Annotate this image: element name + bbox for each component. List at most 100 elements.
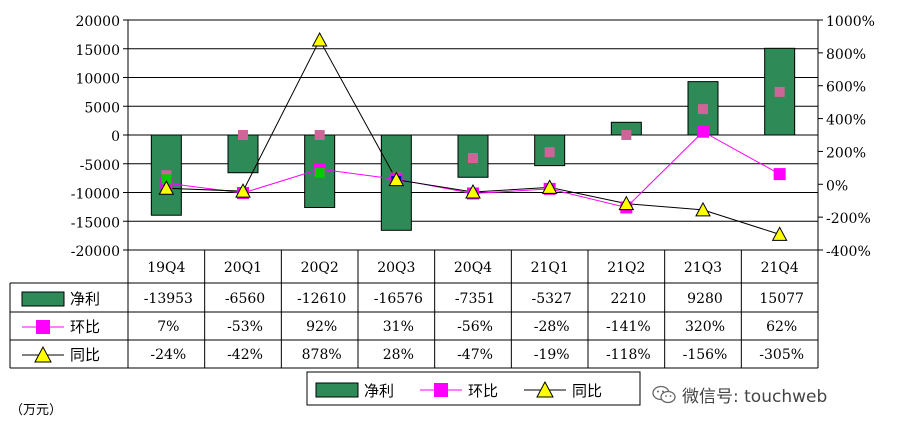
right-tick-label: 400%	[826, 113, 866, 129]
category-label: 21Q1	[531, 260, 569, 276]
right-tick-label: 1000%	[826, 14, 875, 30]
yoy-marker-21Q1	[541, 179, 558, 194]
yoy-marker-20Q2	[311, 31, 328, 47]
table-cell: -5327	[531, 291, 571, 307]
table-cell: 62%	[766, 319, 797, 335]
legend-box	[306, 371, 641, 406]
table-key-marker-环比	[36, 320, 50, 334]
table-cell: 15077	[759, 291, 804, 307]
table-cell: -53%	[227, 319, 263, 335]
table-cell: -16576	[374, 291, 423, 307]
left-axis-ticks: 20000 15000 10000 5000 0 -5000 -10000 -15000 -20…	[71, 14, 128, 260]
table-cell: -12610	[297, 291, 346, 307]
table-cell: 320%	[685, 319, 725, 335]
legend-label: 净利	[364, 382, 394, 400]
table-cell: 9280	[687, 291, 723, 307]
yoy-marker-19Q4	[158, 180, 175, 195]
table-cell: -13953	[144, 291, 193, 307]
right-tick-label: 0%	[826, 178, 848, 194]
right-axis-ticks: 1000% 800% 600% 400% 200% 0% -200% -400%	[818, 14, 875, 260]
yoy-marker-21Q3	[695, 201, 711, 217]
bars	[150, 47, 796, 231]
right-tick-label: -200%	[826, 211, 871, 227]
table-cell: -156%	[683, 347, 728, 363]
left-tick-label: 15000	[75, 43, 120, 59]
left-tick-label: 20000	[75, 14, 120, 30]
yoy-marker-21Q4	[771, 226, 788, 241]
legend-label: 同比	[572, 382, 602, 400]
table-cell: -42%	[227, 347, 263, 363]
category-label: 19Q4	[147, 260, 185, 276]
mom-marker-21Q4	[773, 168, 786, 181]
right-tick-label: 600%	[826, 80, 866, 96]
series-markers	[158, 31, 788, 241]
wechat-icon	[652, 385, 676, 403]
table-cell: 878%	[302, 347, 342, 363]
left-tick-label: -5000	[80, 158, 120, 174]
category-label: 20Q2	[301, 260, 339, 276]
left-tick-label: 0	[111, 129, 120, 145]
table-cell: -7351	[455, 291, 495, 307]
unit-label: （万元）	[10, 403, 63, 418]
stray-marker-20Q2	[314, 167, 325, 178]
yoy-marker-20Q1	[235, 183, 251, 198]
pink-marker-20Q4	[468, 153, 478, 163]
left-tick-label: 5000	[84, 100, 120, 116]
left-tick-label: -10000	[71, 187, 120, 203]
mom-marker-21Q3	[697, 125, 709, 138]
table-cell: -28%	[534, 319, 570, 335]
pink-marker-20Q2	[314, 130, 325, 140]
table-cell: -24%	[150, 347, 186, 363]
right-tick-label: -400%	[826, 244, 871, 260]
table-row-label: 环比	[70, 318, 100, 336]
pink-marker-20Q1	[238, 130, 248, 140]
right-tick-label: 800%	[826, 47, 866, 63]
category-label: 21Q2	[607, 260, 645, 276]
yoy-marker-20Q4	[465, 183, 481, 199]
table-cell: -305%	[759, 347, 804, 363]
yoy-marker-21Q2	[618, 195, 635, 211]
table-cell: -47%	[457, 347, 493, 363]
bar-19Q4	[150, 134, 182, 216]
stray-marker-19Q4	[161, 174, 172, 185]
pink-marker-21Q4	[774, 86, 785, 97]
legend: 净利 环比 同比	[306, 371, 641, 406]
table-cell: -118%	[606, 347, 651, 363]
category-label: 21Q4	[761, 260, 799, 276]
left-tick-label: 10000	[75, 72, 120, 88]
table-cell: 28%	[383, 347, 414, 363]
table-cell: 7%	[157, 319, 179, 335]
table-cell: -19%	[534, 347, 570, 363]
table-cell: 2210	[611, 291, 647, 307]
table-cell: 92%	[306, 319, 337, 335]
right-tick-label: 200%	[826, 145, 866, 161]
table-cell: -141%	[606, 319, 651, 335]
legend-key-marker-同比	[536, 380, 554, 398]
table-key-净利	[21, 291, 65, 307]
left-tick-label: -20000	[71, 244, 120, 260]
table-cell: -56%	[457, 319, 493, 335]
category-label: 20Q3	[377, 260, 415, 276]
pink-marker-21Q1	[544, 147, 555, 158]
legend-key-marker-环比	[434, 383, 448, 397]
pink-marker-21Q3	[698, 104, 708, 115]
table-cell: -6560	[225, 291, 265, 307]
yoy-marker-20Q3	[388, 171, 405, 187]
legend-label: 环比	[468, 382, 498, 400]
pink-marker-21Q2	[621, 130, 632, 140]
legend-key-净利	[315, 382, 359, 398]
left-tick-label: -15000	[71, 215, 120, 231]
table-cell: 31%	[383, 319, 414, 335]
watermark-text: 微信号: touchweb	[682, 387, 828, 407]
table-row-label: 同比	[70, 346, 100, 364]
table-key-marker-同比	[34, 345, 52, 363]
bar-20Q4	[457, 134, 489, 178]
category-label: 20Q1	[224, 260, 262, 276]
category-label: 20Q4	[454, 260, 492, 276]
data-table: 19Q4 20Q1 20Q2 20Q3 20Q4 21Q1 21Q2 21Q3 21Q4 净利 -1…	[9, 249, 819, 369]
bar-20Q1	[227, 134, 259, 174]
watermark: 微信号: touchweb	[652, 382, 827, 407]
category-label: 21Q3	[684, 260, 722, 276]
table-row-label: 净利	[70, 290, 100, 308]
